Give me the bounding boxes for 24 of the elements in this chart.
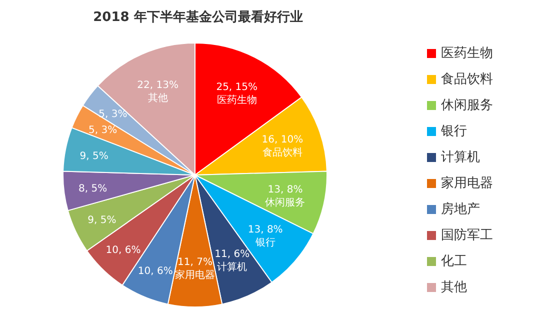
data-label: 9, 5% (88, 215, 116, 226)
legend-label: 计算机 (441, 149, 480, 166)
data-label: 22, 13% 其他 (137, 80, 178, 104)
data-label: 5, 3% (88, 125, 118, 136)
data-label: 13, 8% 银行 (248, 224, 283, 248)
legend-label: 食品饮料 (441, 71, 493, 88)
legend-label: 休闲服务 (441, 97, 493, 114)
legend-label: 其他 (441, 279, 467, 296)
data-label: 10, 6% (138, 266, 173, 278)
legend-label: 医药生物 (441, 45, 493, 62)
data-label: 9, 5% (80, 150, 108, 162)
chart-title: 2018 年下半年基金公司最看好行业 (92, 9, 304, 27)
data-label: 11, 6% 计算机 (214, 249, 250, 274)
data-label: 16, 10% 食品饮料 (262, 134, 304, 159)
data-label: 13, 8% 休闲服务 (265, 184, 306, 208)
legend-label: 房地产 (441, 201, 480, 218)
data-label: 11, 7% 家用电器 (175, 256, 215, 281)
data-label: 10, 6% (106, 244, 141, 256)
legend-label: 银行 (441, 123, 467, 140)
legend-label: 国防军工 (441, 227, 493, 244)
legend-label: 家用电器 (441, 175, 493, 192)
data-label: 8, 5% (78, 184, 108, 195)
legend-label: 化工 (441, 253, 467, 270)
data-label: 25, 15% 医药生物 (216, 82, 258, 106)
